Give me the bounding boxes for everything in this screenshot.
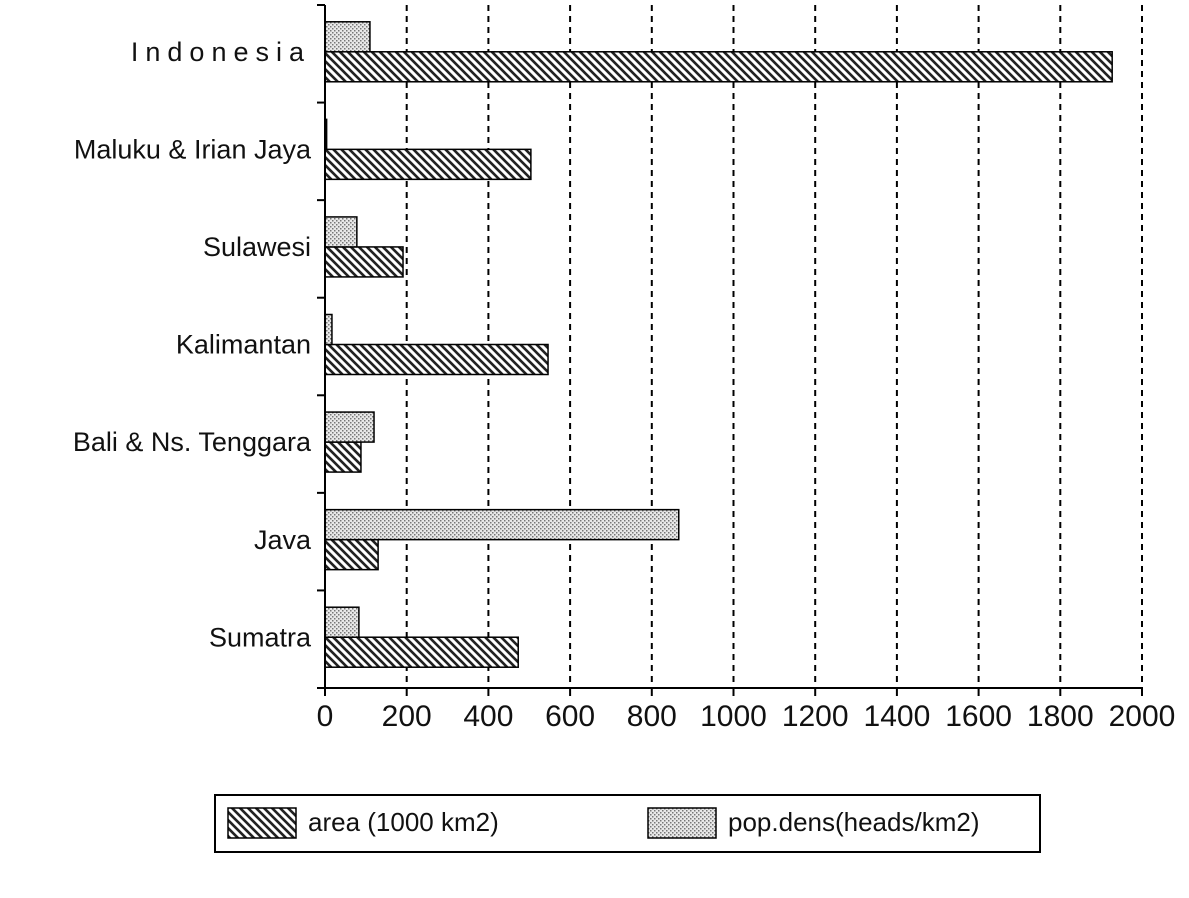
x-tick-label: 1800	[1027, 700, 1094, 733]
bar	[324, 538, 379, 571]
y-tick-label: Kalimantan	[176, 330, 311, 360]
bar	[324, 441, 362, 473]
x-tick-label: 2000	[1109, 700, 1176, 733]
y-tick-label: Sumatra	[209, 622, 312, 652]
bar	[324, 636, 519, 668]
legend-swatch	[227, 807, 297, 839]
bar	[324, 343, 549, 376]
bar	[324, 216, 358, 248]
bar	[324, 313, 333, 346]
y-tick-label: Indonesia	[131, 37, 311, 67]
x-tick-label: 1200	[782, 700, 849, 733]
bar	[324, 51, 1113, 83]
x-tick-label: 600	[545, 700, 595, 733]
x-tick-label: 1400	[864, 700, 931, 733]
x-tick-label: 800	[627, 700, 677, 733]
y-tick-label: Sulawesi	[203, 232, 311, 262]
bar	[324, 508, 680, 541]
legend-label: pop.dens(heads/km2)	[728, 807, 979, 837]
x-tick-label: 1000	[700, 700, 767, 733]
x-tick-label: 0	[317, 700, 334, 733]
bar	[324, 148, 532, 181]
x-tick-label: 1600	[945, 700, 1012, 733]
legend	[214, 794, 1041, 853]
bar	[324, 606, 360, 638]
bar	[324, 246, 404, 278]
bar	[324, 411, 375, 443]
legend-label: area (1000 km2)	[308, 807, 499, 837]
bar	[324, 21, 371, 53]
x-tick-label: 200	[382, 700, 432, 733]
x-tick-label: 400	[463, 700, 513, 733]
y-tick-label: Maluku & Irian Jaya	[74, 134, 312, 164]
legend-swatch	[647, 807, 717, 839]
y-tick-label: Java	[254, 525, 312, 555]
y-tick-label: Bali & Ns. Tenggara	[73, 427, 312, 457]
